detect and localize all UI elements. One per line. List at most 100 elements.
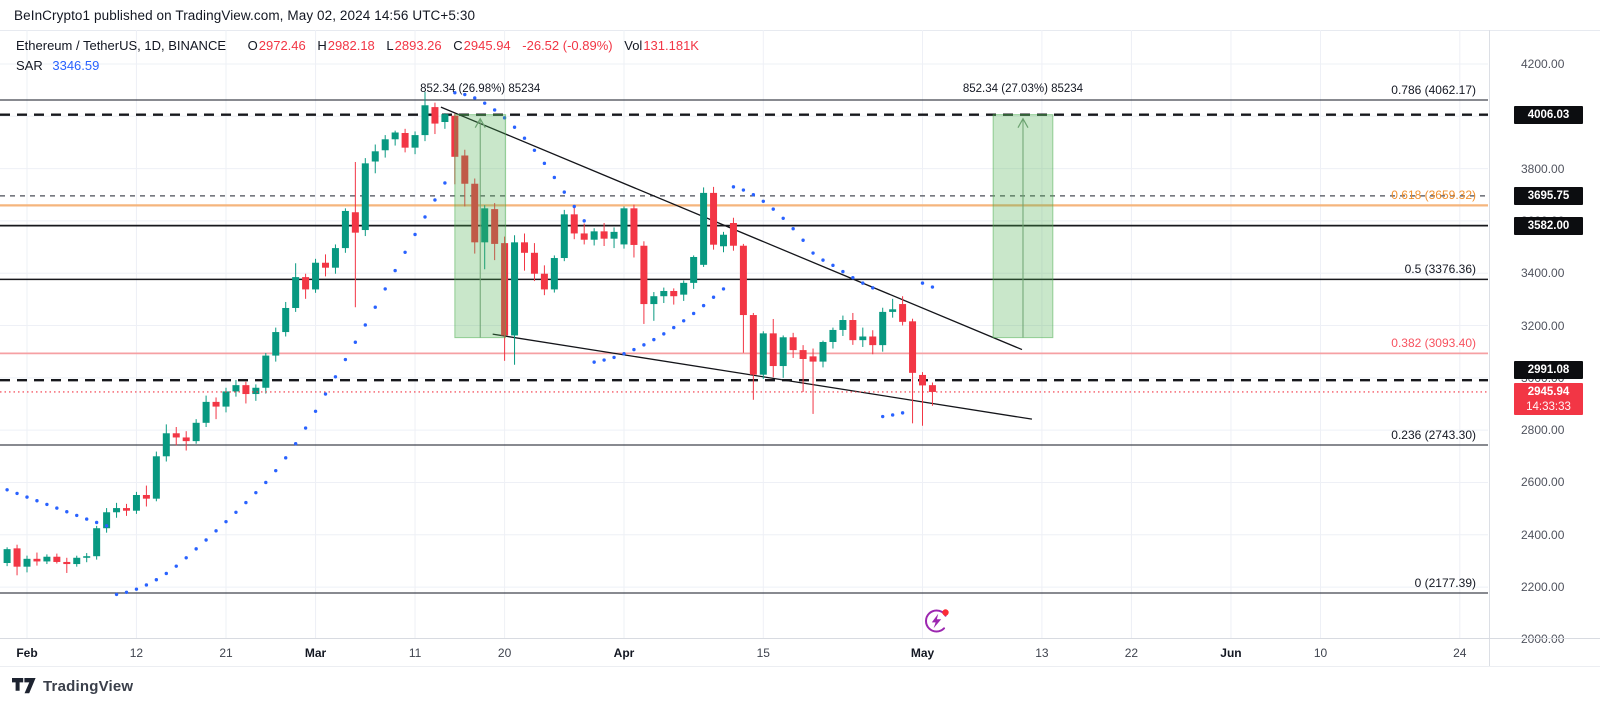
time-axis-label[interactable]: 22 — [1124, 646, 1139, 660]
candle-body — [431, 107, 439, 124]
sar-dot — [25, 495, 29, 499]
volume-value: 131.181K — [643, 38, 699, 53]
price-tag: 2991.08 — [1514, 361, 1583, 380]
price-tag: 4006.03 — [1514, 105, 1583, 124]
sar-dot — [572, 204, 576, 209]
sar-dot — [144, 583, 149, 587]
sar-dot — [274, 468, 278, 473]
candle-body — [600, 231, 608, 239]
sar-dot — [5, 488, 9, 492]
sar-dot — [174, 564, 178, 568]
sar-dot — [104, 524, 109, 528]
sar-dot — [303, 426, 308, 430]
candle-body — [909, 321, 917, 373]
time-axis-label[interactable]: Mar — [304, 646, 327, 660]
volume-label: Vol — [624, 38, 643, 53]
price-axis-label[interactable]: 2800.00 — [1521, 423, 1565, 438]
candle-body — [381, 139, 389, 151]
time-axis-label[interactable]: 10 — [1313, 646, 1328, 660]
sar-dot — [15, 491, 19, 496]
price-axis-label[interactable]: 3800.00 — [1521, 161, 1565, 176]
high-value: 2982.18 — [327, 38, 375, 53]
price-axis-label[interactable]: 2000.00 — [1521, 632, 1565, 647]
price-axis-label[interactable]: 2200.00 — [1521, 580, 1565, 595]
fib-retracement-lines — [0, 99, 1488, 594]
chart-pane-top-border — [0, 30, 1600, 31]
time-axis-label[interactable]: Apr — [613, 646, 635, 660]
sar-label[interactable]: SAR — [16, 58, 43, 73]
time-axis-label[interactable]: 24 — [1453, 646, 1467, 660]
price-axis-label[interactable]: 2600.00 — [1521, 475, 1565, 490]
symbol-title[interactable]: Ethereum / TetherUS, 1D, BINANCE — [16, 38, 227, 53]
sar-dot — [841, 269, 845, 274]
sar-dot — [55, 506, 59, 510]
candle-body — [779, 337, 787, 367]
candles-layer — [3, 91, 936, 576]
candle-body — [610, 231, 618, 239]
sar-dot — [771, 207, 775, 211]
sar-dot — [214, 529, 218, 533]
time-axis-label[interactable]: 20 — [497, 646, 512, 660]
sar-dot — [691, 311, 696, 316]
price-axis-label[interactable]: 3200.00 — [1521, 318, 1565, 333]
time-axis-label[interactable]: 12 — [129, 646, 144, 660]
sar-dot — [900, 411, 905, 415]
sar-dot — [492, 108, 497, 112]
tradingview-logo[interactable]: TradingView — [12, 676, 133, 696]
candle-body — [252, 387, 260, 395]
sar-dot — [333, 375, 338, 379]
sar-dot — [682, 319, 686, 323]
time-axis-label[interactable]: 15 — [756, 646, 770, 660]
measure-boxes-layer — [454, 114, 1054, 339]
candle-body — [202, 401, 210, 423]
sar-dot — [343, 357, 348, 362]
candle-body — [123, 508, 130, 511]
sar-dot — [184, 556, 188, 560]
last-price-tag: 2945.94 14:33:33 — [1514, 382, 1583, 415]
candle-body — [142, 495, 150, 499]
candle-body — [560, 214, 568, 259]
candle-body — [769, 333, 777, 367]
candle-body — [322, 262, 329, 268]
candle-body — [739, 245, 747, 316]
candle-body — [919, 374, 926, 386]
price-axis-label[interactable]: 4200.00 — [1521, 56, 1565, 71]
last-price-countdown: 14:33:33 — [1526, 400, 1571, 413]
time-axis-label[interactable]: Jun — [1220, 646, 1242, 660]
time-axis-label[interactable]: 11 — [408, 646, 422, 660]
candle-body — [859, 336, 867, 341]
time-axis-label[interactable]: 21 — [219, 646, 233, 660]
candle-body — [869, 336, 877, 346]
candle-body — [540, 273, 548, 290]
price-axis-label[interactable]: 3400.00 — [1521, 266, 1565, 281]
candle-body — [481, 208, 489, 243]
candle-body — [680, 282, 688, 295]
candle-body — [182, 437, 190, 442]
candle-body — [441, 114, 449, 123]
sar-dot — [224, 519, 228, 524]
tradingview-logo-text: TradingView — [43, 677, 134, 695]
price-tag: 3582.00 — [1514, 216, 1583, 235]
published-header: BeInCrypto1 published on TradingView.com… — [14, 8, 476, 23]
price-tag: 3695.75 — [1514, 186, 1583, 205]
price-axis-label[interactable]: 2400.00 — [1521, 527, 1565, 542]
candle-body — [113, 508, 121, 513]
candle-body — [789, 337, 797, 351]
candle-body — [620, 208, 628, 245]
time-axis-label[interactable]: May — [910, 646, 935, 660]
measure-box-arrow — [474, 117, 486, 128]
sar-dot — [413, 232, 417, 237]
fib-level-label: 0.618 (3659.32) — [1391, 188, 1476, 203]
sar-dot — [75, 513, 79, 518]
sar-dot — [532, 148, 537, 152]
candle-body — [580, 233, 588, 240]
fib-level-label: 0 (2177.39) — [1414, 575, 1476, 590]
candle-body — [660, 290, 668, 297]
time-axis-label[interactable]: 13 — [1035, 646, 1049, 660]
time-axis-label[interactable]: Feb — [16, 646, 38, 660]
candle-body — [212, 401, 220, 407]
trendline[interactable] — [492, 333, 1033, 420]
event-lightning-icon[interactable] — [923, 607, 951, 635]
sar-dot — [731, 185, 736, 189]
